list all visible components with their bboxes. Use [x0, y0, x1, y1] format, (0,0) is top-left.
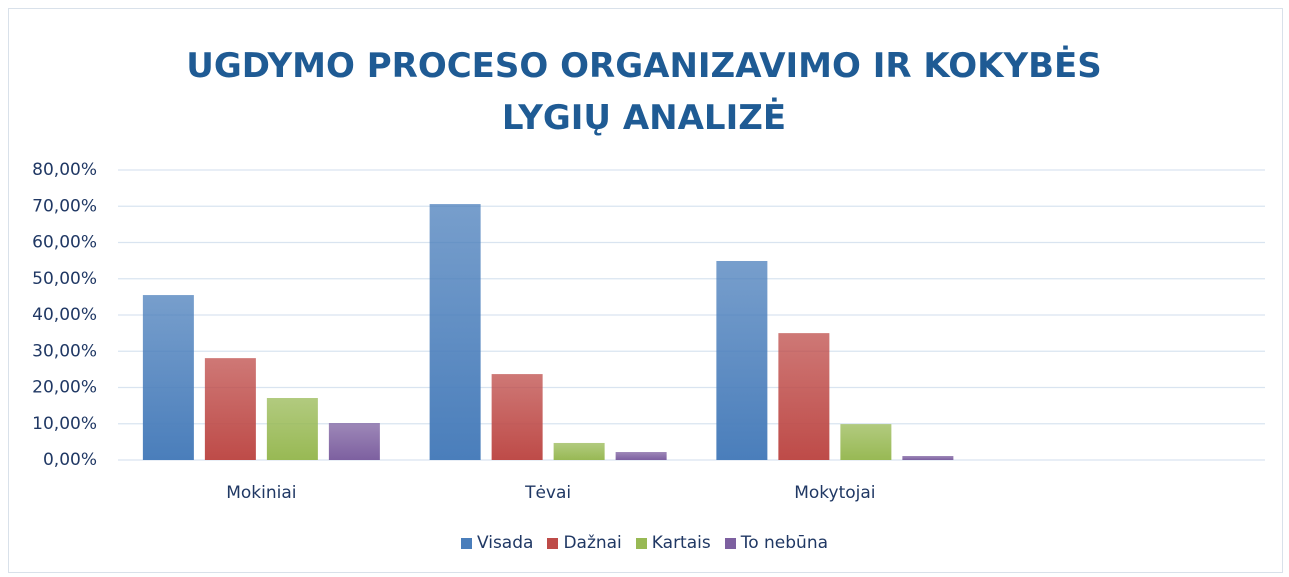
bar — [328, 423, 380, 460]
legend-item: To nebūna — [724, 533, 829, 553]
legend-label: Dažnai — [563, 533, 622, 553]
y-tick-label: 10,00% — [32, 414, 97, 434]
y-tick-label: 80,00% — [32, 160, 97, 180]
x-tick-label: Tėvai — [524, 483, 571, 503]
x-tick-label: Mokytojai — [794, 483, 875, 503]
bar — [204, 358, 256, 460]
y-tick-label: 60,00% — [32, 233, 97, 253]
chart-title: UGDYMO PROCESO ORGANIZAVIMO IR KOKYBĖS L… — [186, 46, 1102, 138]
bar — [778, 333, 830, 460]
bar — [142, 295, 194, 460]
bar — [840, 424, 892, 460]
bar — [615, 452, 667, 460]
bar — [553, 442, 605, 460]
y-tick-label: 40,00% — [32, 305, 97, 325]
legend-swatch — [635, 537, 647, 549]
legend: Visada Dažnai Kartais To nebūna — [0, 533, 1289, 553]
legend-item: Visada — [460, 533, 534, 553]
bar — [491, 374, 543, 460]
y-tick-label: 30,00% — [32, 341, 97, 361]
bar — [266, 398, 318, 460]
bar — [716, 260, 768, 460]
bar — [902, 456, 954, 460]
legend-swatch — [460, 537, 472, 549]
legend-label: To nebūna — [740, 533, 829, 553]
y-tick-label: 20,00% — [32, 378, 97, 398]
y-tick-label: 0,00% — [43, 450, 97, 470]
chart-frame — [8, 8, 1283, 573]
legend-item: Kartais — [635, 533, 711, 553]
bar — [429, 204, 481, 460]
y-tick-label: 50,00% — [32, 269, 97, 289]
legend-label: Kartais — [651, 533, 711, 553]
legend-swatch — [724, 537, 736, 549]
x-tick-label: Mokiniai — [226, 483, 296, 503]
legend-swatch — [547, 537, 559, 549]
y-tick-label: 70,00% — [32, 196, 97, 216]
legend-item: Dažnai — [547, 533, 622, 553]
legend-label: Visada — [476, 533, 534, 553]
